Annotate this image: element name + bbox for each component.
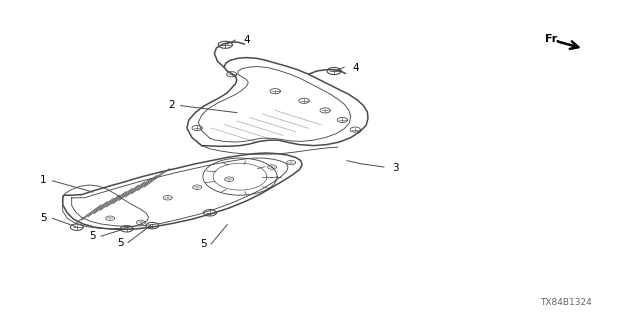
Text: 5: 5 xyxy=(90,231,96,241)
Text: TX84B1324: TX84B1324 xyxy=(541,298,592,307)
Text: 3: 3 xyxy=(392,163,398,173)
Text: Fr.: Fr. xyxy=(545,34,560,44)
Text: 2: 2 xyxy=(168,100,175,110)
Text: 5: 5 xyxy=(117,238,124,248)
Text: 5: 5 xyxy=(40,212,47,223)
Text: 5: 5 xyxy=(200,239,207,250)
Text: 1: 1 xyxy=(40,175,47,185)
Text: 4: 4 xyxy=(243,35,250,45)
Text: 4: 4 xyxy=(352,63,358,73)
